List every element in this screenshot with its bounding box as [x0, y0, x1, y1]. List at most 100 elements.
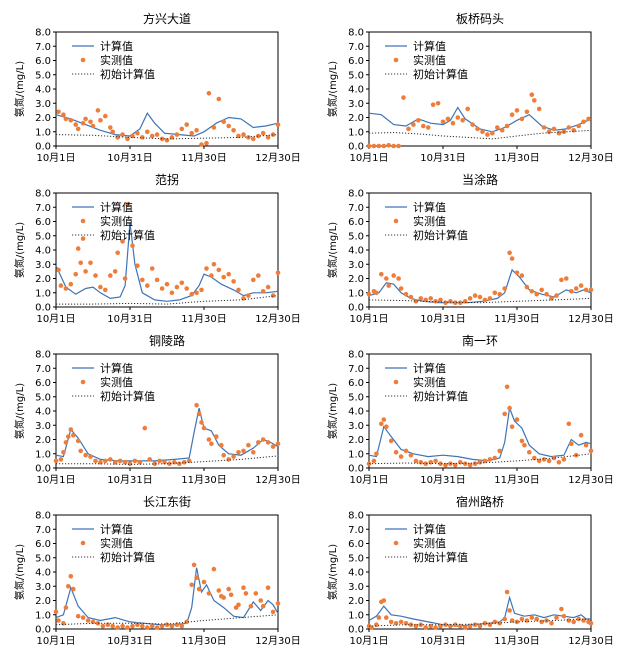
measured-point [384, 424, 389, 430]
measured-point [135, 622, 140, 627]
y-tick-label: 6.0 [35, 378, 51, 389]
panel-title: 方兴大道 [143, 11, 191, 26]
measured-point [68, 427, 74, 432]
measured-point [73, 122, 78, 127]
measured-point [226, 123, 231, 129]
y-tick-label: 8.0 [348, 350, 364, 361]
measured-point [418, 460, 424, 465]
legend-label-measured: 实测值 [100, 375, 133, 389]
y-tick-label: 6.0 [35, 539, 51, 550]
measured-point [241, 132, 246, 137]
y-tick-label: 8.0 [348, 28, 364, 39]
measured-point [58, 283, 64, 288]
measured-point [61, 621, 66, 626]
measured-point [433, 625, 438, 630]
measured-point [191, 562, 197, 568]
measured-point [440, 119, 446, 125]
measured-point [416, 118, 421, 123]
plot-frame [55, 31, 279, 147]
measured-point [514, 417, 520, 422]
measured-point [108, 457, 113, 462]
measured-point [201, 425, 207, 431]
y-tick-label: 4.0 [348, 85, 364, 96]
calculated-line [55, 407, 279, 462]
chart-panel: 范拐 0.0 1.0 2.0 3.0 4.0 5.0 6.0 7.0 8.0 10月1日 10月31日… [13, 172, 301, 325]
measured-point [374, 290, 379, 296]
measured-point [472, 622, 478, 627]
measured-point [556, 130, 562, 136]
y-tick-label: 7.0 [348, 42, 364, 53]
measured-point [63, 605, 69, 610]
measured-point [194, 403, 199, 408]
measured-point [534, 291, 539, 297]
chart-panel: 长江东街 0.0 1.0 2.0 3.0 4.0 5.0 6.0 7.0 8.0 10月1日 10月3… [13, 495, 301, 647]
measured-point [275, 270, 281, 276]
measured-point [221, 452, 226, 458]
plot-frame [368, 353, 592, 469]
x-tick-label: 10月1日 [349, 635, 388, 647]
calculated-line [55, 112, 279, 137]
measured-point [251, 450, 256, 455]
x-tick-label: 10月1日 [349, 474, 388, 486]
measured-point [169, 623, 175, 629]
panel-title: 范拐 [155, 172, 179, 187]
measured-point [251, 136, 256, 142]
measured-point [467, 623, 473, 629]
measured-point [514, 108, 520, 113]
x-tick-label: 10月1日 [349, 152, 388, 164]
measured-point [258, 598, 264, 603]
y-axis-label: 氨氮/(mg/L) [326, 222, 339, 278]
measured-point [95, 108, 101, 113]
measured-point [73, 271, 78, 277]
measured-point [519, 116, 525, 122]
measured-point [98, 284, 103, 290]
measured-point [458, 300, 463, 306]
measured-point [438, 297, 443, 303]
measured-point [140, 623, 145, 629]
measured-point [425, 125, 431, 130]
measured-point [495, 125, 500, 130]
measured-point [450, 120, 456, 126]
initial-calculated-line [55, 614, 279, 626]
measured-point [127, 461, 133, 467]
measured-point [379, 421, 384, 427]
measured-point [199, 142, 204, 147]
x-tick-label: 10月1日 [36, 635, 75, 647]
measured-point [201, 579, 207, 585]
y-tick-label: 4.0 [35, 568, 51, 579]
y-tick-label: 1.0 [348, 127, 364, 138]
chart-panel: 铜陵路 0.0 1.0 2.0 3.0 4.0 5.0 6.0 7.0 8.0 10月1日 10月31… [13, 333, 301, 486]
y-tick-label: 3.0 [35, 260, 51, 271]
legend-label-calculated: 计算值 [413, 361, 446, 375]
y-tick-label: 0.0 [348, 142, 364, 153]
y-tick-label: 3.0 [35, 582, 51, 593]
measured-point [502, 286, 508, 291]
measured-point [103, 113, 108, 119]
y-tick-label: 4.0 [348, 568, 364, 579]
measured-point [581, 119, 586, 125]
measured-point [61, 450, 66, 455]
y-tick-label: 2.0 [35, 113, 51, 124]
measured-point [519, 438, 525, 444]
measured-point [561, 613, 567, 619]
measured-point [194, 575, 199, 580]
measured-point [255, 133, 261, 139]
measured-point [226, 586, 231, 592]
measured-point [571, 619, 576, 625]
measured-point [556, 460, 562, 465]
measured-point [204, 266, 209, 271]
y-tick-label: 4.0 [348, 246, 364, 257]
y-tick-label: 1.0 [35, 449, 51, 460]
measured-point [145, 625, 150, 630]
measured-point [541, 125, 547, 130]
plot-frame [55, 192, 279, 308]
measured-point [117, 458, 123, 464]
measured-point [472, 293, 478, 298]
calculated-line [55, 222, 279, 302]
y-tick-label: 8.0 [35, 28, 51, 39]
x-tick-label: 10月1日 [36, 474, 75, 486]
measured-point [509, 112, 515, 117]
measured-point [529, 92, 535, 97]
panel-title: 板桥码头 [456, 12, 504, 26]
y-tick-label: 8.0 [35, 511, 51, 522]
